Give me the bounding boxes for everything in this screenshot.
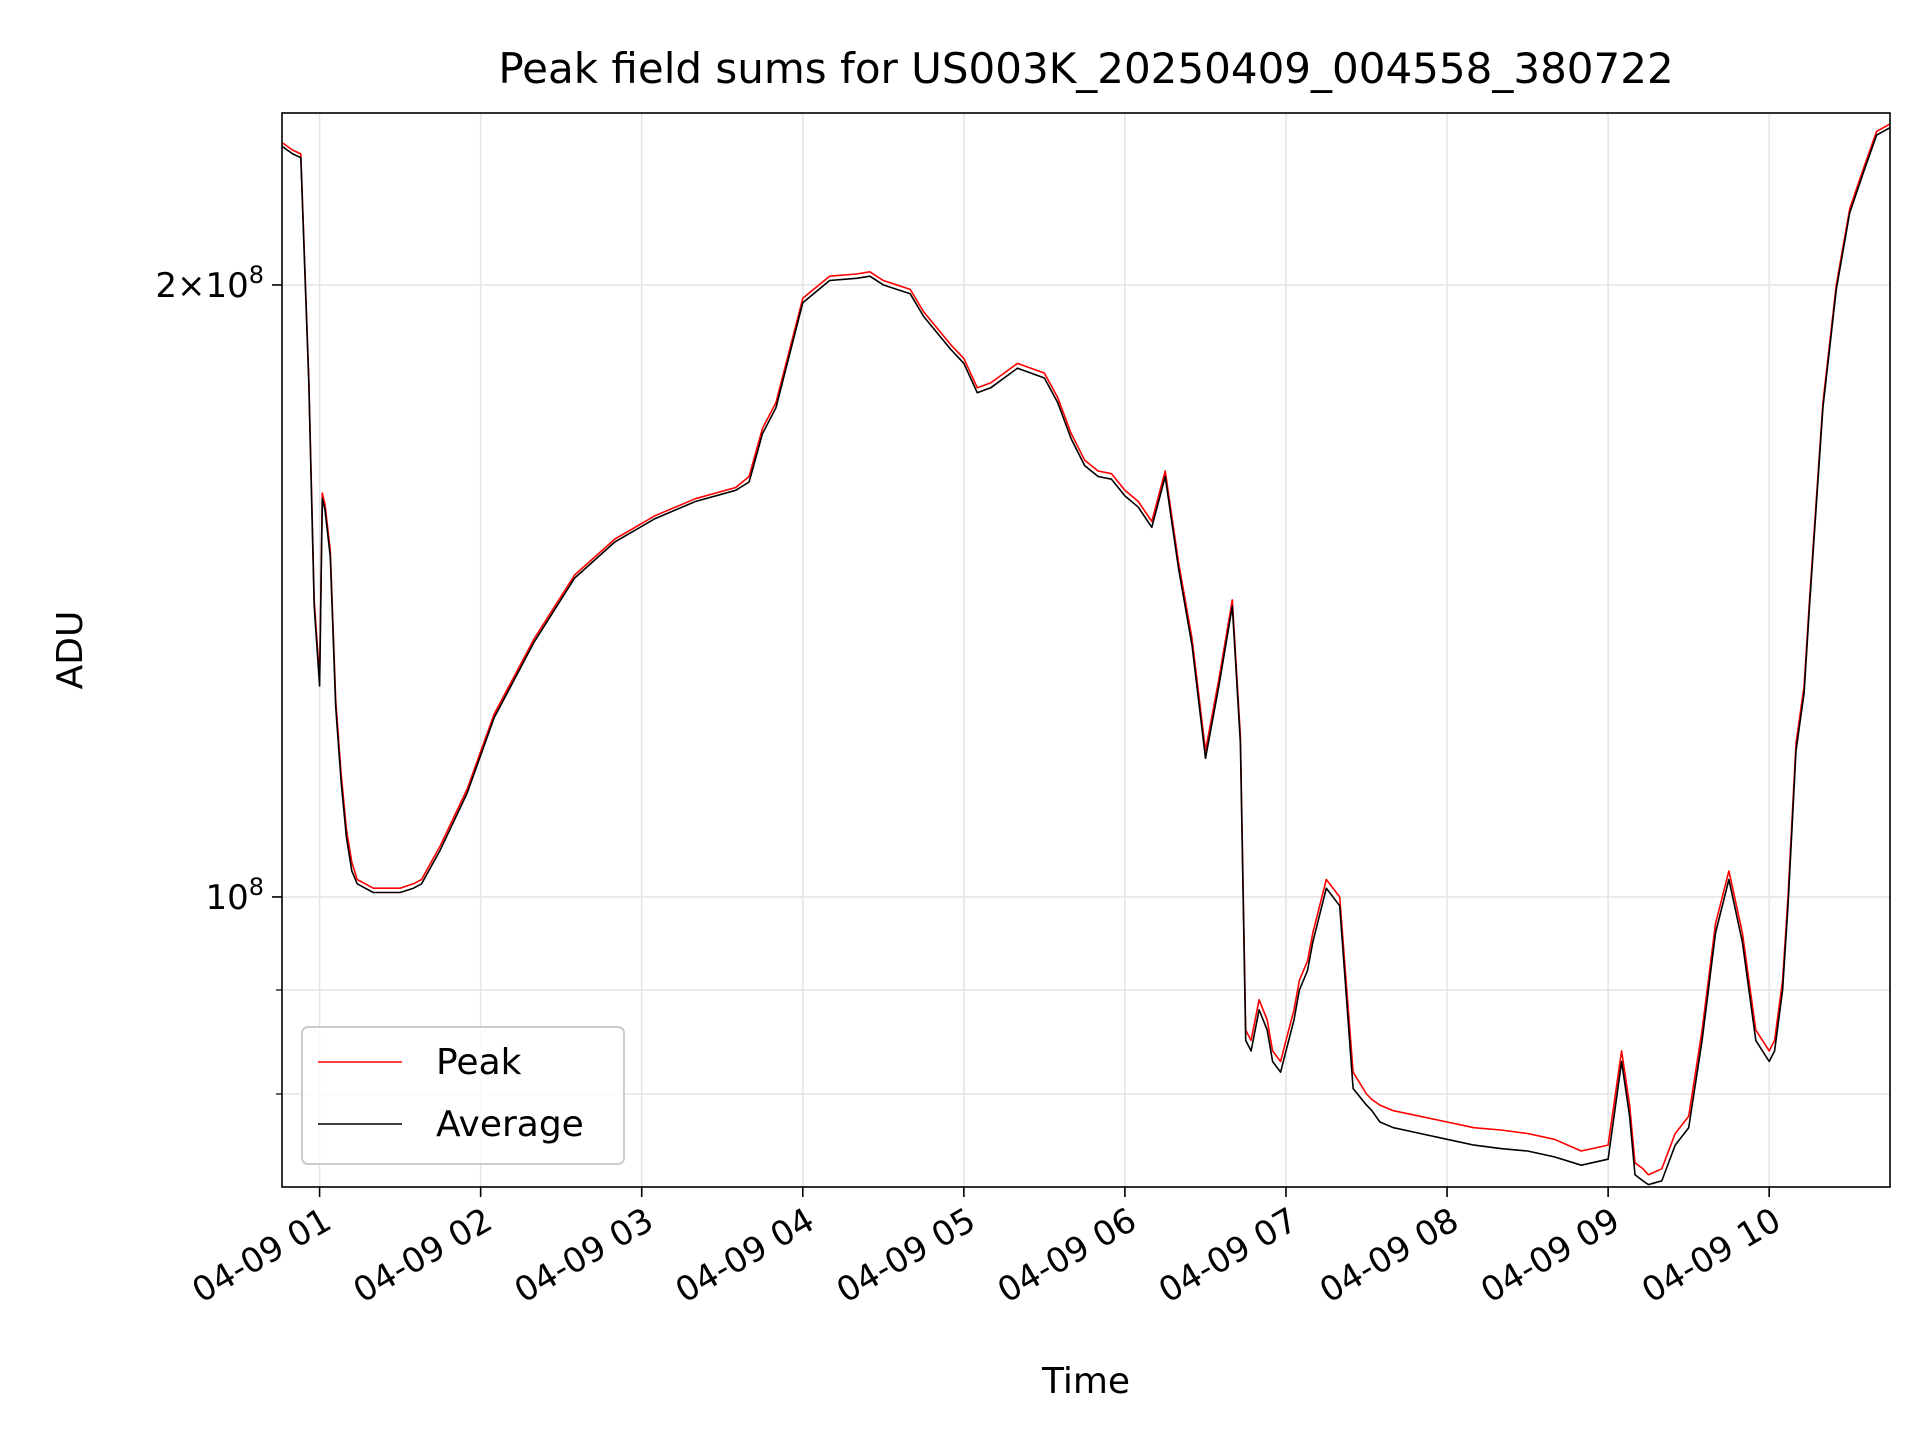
y-tick-label: 2×108 <box>155 261 264 306</box>
legend-label-average: Average <box>436 1104 584 1145</box>
legend: Peak Average <box>301 1026 625 1165</box>
chart-title: Peak field sums for US003K_20250409_0045… <box>498 44 1673 93</box>
y-axis-label: ADU <box>50 611 91 690</box>
series-line-peak <box>281 123 1891 1176</box>
plot-area <box>282 113 1890 1187</box>
x-axis-label: Time <box>1041 1361 1130 1402</box>
legend-label-peak: Peak <box>436 1042 522 1083</box>
legend-box <box>301 1026 625 1165</box>
series-lines <box>281 123 1891 1186</box>
y-axis-ticks: 108 2×108 <box>155 261 282 1095</box>
y-tick-label: 108 <box>205 873 264 918</box>
plot-frame <box>281 112 1891 1188</box>
grid <box>282 113 1890 1187</box>
series-line-average <box>281 126 1891 1186</box>
